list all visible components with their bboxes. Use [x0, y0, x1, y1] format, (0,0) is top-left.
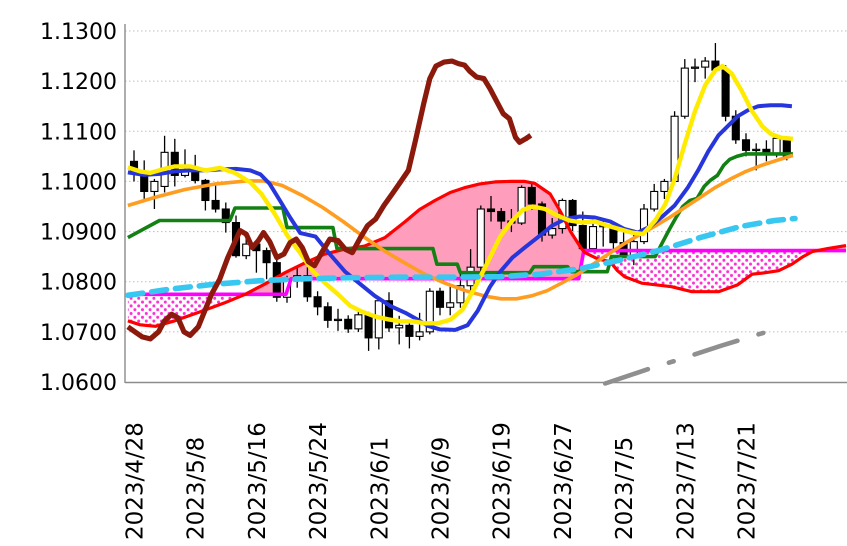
candle-down [303, 275, 312, 298]
candle-down [741, 139, 751, 151]
lagging-line-darkred [126, 58, 533, 342]
candle-up [639, 208, 649, 243]
slow-ma-orange [127, 153, 794, 301]
y-axis-label: 1.1300 [40, 20, 117, 45]
candle-down [486, 208, 496, 213]
cloud-bearish-area [583, 250, 818, 292]
x-axis-label: 2023/5/16 [245, 422, 271, 540]
candle-down [435, 290, 445, 308]
base-line-green [127, 152, 793, 275]
candle-up [150, 180, 159, 193]
candle-up [425, 290, 434, 333]
x-axis-labels: 2023/4/28 2023/5/8 2023/5/16 2023/5/24 2023/… [123, 422, 761, 540]
candle-up [548, 228, 557, 236]
candle-down [191, 170, 200, 181]
candle-down [344, 318, 353, 330]
x-axis-label: 2023/6/9 [429, 437, 455, 540]
candle-up [446, 302, 455, 308]
y-axis-label: 1.0700 [40, 321, 117, 346]
candle-up [354, 314, 363, 330]
candle-down [364, 314, 373, 339]
mid-ma-blue [127, 103, 793, 332]
x-axis-label: 2023/7/21 [735, 422, 761, 540]
trend-gray-dashdot [602, 328, 774, 386]
x-axis-label: 2023/6/27 [551, 422, 577, 540]
candle-down [568, 199, 577, 227]
candle-down [211, 199, 220, 210]
x-axis-label: 2023/6/19 [490, 422, 516, 540]
candle-down [262, 250, 271, 264]
candle-up [690, 66, 700, 69]
candle-up [588, 226, 598, 250]
x-axis-label: 2023/7/13 [673, 422, 699, 540]
y-axis-label: 1.0900 [40, 221, 117, 246]
x-axis-label: 2023/6/1 [367, 437, 393, 540]
x-axis-label: 2023/5/24 [306, 422, 332, 540]
candle-down [721, 69, 730, 117]
candle-up [333, 318, 343, 322]
candle-down [313, 296, 322, 308]
y-axis-label: 1.1000 [40, 170, 117, 195]
candle-up [680, 67, 689, 117]
candle-up [415, 331, 424, 337]
candle-down [221, 208, 230, 224]
longterm-cyan-dashed [125, 215, 798, 299]
cloud-bearish-area [127, 294, 246, 327]
y-axis-label: 1.0600 [40, 371, 117, 396]
x-axis-label: 2023/4/28 [123, 422, 149, 540]
candle-up [752, 148, 761, 152]
x-axis-label: 2023/5/8 [184, 437, 210, 540]
x-axis-label: 2023/7/5 [612, 437, 638, 540]
candle-down [323, 306, 332, 321]
fast-ma-yellow [127, 63, 794, 326]
candle-down [384, 300, 394, 329]
cloud-bullish-area [245, 181, 584, 295]
y-axis-label: 1.0800 [40, 271, 117, 296]
candle-up [517, 186, 526, 224]
candle-down [170, 151, 179, 176]
candle-up [456, 285, 465, 304]
candle-down [405, 324, 414, 337]
candle-up [772, 137, 781, 155]
y-axis-label: 1.1200 [40, 70, 117, 95]
candle-up [660, 180, 669, 193]
candle-down [497, 210, 506, 222]
candle-up [395, 324, 404, 329]
y-axis-label: 1.1100 [40, 120, 117, 145]
candle-up [701, 60, 710, 68]
candle-down [527, 186, 536, 205]
candle-up [476, 208, 485, 268]
candle-down [201, 179, 210, 202]
candle-up [242, 243, 251, 257]
candle-up [650, 190, 659, 210]
